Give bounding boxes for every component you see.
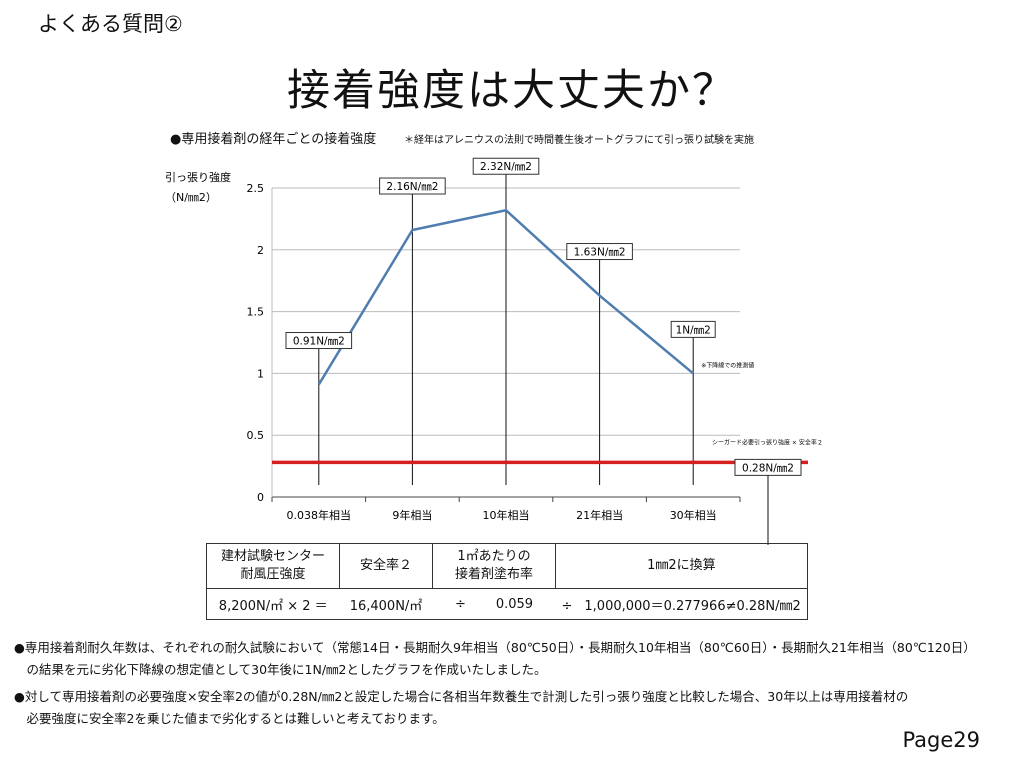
value-cell: ÷ 1,000,000＝0.277966≠0.28N/㎜2 [555, 588, 808, 620]
page-title: 接着強度は大丈夫か？ [287, 66, 737, 116]
x-tick-label: 10年相当 [483, 508, 530, 522]
data-label: 0.91N/㎜2 [293, 336, 345, 348]
x-tick-label: 0.038年相当 [287, 508, 352, 522]
value-cell: 16,400N/㎡ [339, 588, 433, 620]
note-line: の結果を元に劣化下降線の想定値として30年後に1N/㎜2としたグラフを作成いたし… [14, 662, 547, 677]
y-tick-label: 0.5 [247, 429, 265, 442]
value-cell: ÷ 0.059 [432, 588, 556, 620]
footnote: ※下降線での推測値 [701, 361, 754, 369]
calculation-table: 建材試験センター 耐風圧強度 安全率２ 1㎡あたりの 接着剤塗布率 1㎜2に換算 8… [206, 543, 808, 620]
data-label-box [379, 177, 446, 195]
page-number: Page29 [902, 728, 980, 752]
chart-note: ＊経年はアレニウスの法則で時間養生後オートグラフにて引っ張り試験を実施 [404, 135, 754, 146]
y-axis-label-2: （N/㎜2） [165, 191, 217, 204]
header-cell: 安全率２ [339, 543, 433, 589]
data-label-box [472, 157, 540, 175]
strength-chart: 引っ張り強度 （N/㎜2） シーガード必要引っ張り強度 × 安全率２ 0.28N/… [165, 157, 823, 545]
y-tick-label: 1.5 [247, 306, 265, 319]
reference-caption: シーガード必要引っ張り強度 × 安全率２ [712, 438, 823, 446]
faq-label: よくある質問② [38, 12, 183, 36]
series-line [317, 208, 694, 386]
reference-label: 0.28N/㎜2 [742, 462, 794, 474]
header-cell: 1㎜2に換算 [555, 543, 808, 589]
chart-heading: ●専用接着剤の経年ごとの接着強度 [170, 132, 377, 147]
data-label-box [566, 243, 633, 261]
note-line: ●専用接着剤耐久年数は、それぞれの耐久試験において（常態14日・長期耐久9年相当… [14, 640, 976, 655]
data-label: 1.63N/㎜2 [574, 247, 626, 259]
data-label: 2.32N/㎜2 [480, 161, 532, 173]
x-tick-label: 9年相当 [392, 508, 432, 522]
data-label: 2.16N/㎜2 [386, 181, 438, 193]
y-axis-label-1: 引っ張り強度 [165, 170, 231, 184]
value-cell: 8,200N/㎡ × 2 ＝ [206, 588, 340, 620]
data-label: 1N/㎜2 [676, 324, 711, 336]
note-line: ●対して専用接着剤の必要強度×安全率2の値が0.28N/㎜2と設定した場合に各相… [14, 689, 909, 704]
x-tick-label: 21年相当 [576, 508, 623, 522]
header-cell: 建材試験センター 耐風圧強度 [206, 543, 340, 589]
data-label-box [670, 320, 716, 338]
y-tick-label: 2.5 [247, 182, 265, 195]
data-label-box [285, 332, 353, 350]
x-tick-label: 30年相当 [670, 508, 717, 522]
y-tick-label: 2 [257, 244, 264, 257]
y-tick-label: 0 [257, 491, 264, 504]
header-cell: 1㎡あたりの 接着剤塗布率 [432, 543, 556, 589]
y-tick-label: 1 [257, 367, 264, 380]
note-line: 必要強度に安全率2を乗じた値まで劣化するとは難しいと考えております。 [14, 711, 445, 726]
